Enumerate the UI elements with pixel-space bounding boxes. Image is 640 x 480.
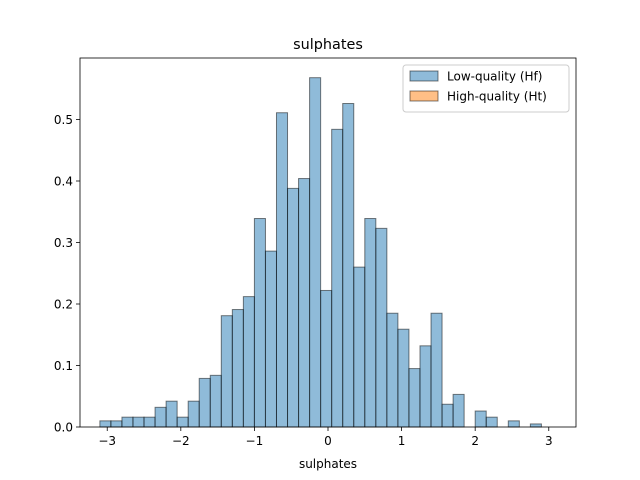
histogram-bar [209, 374, 222, 428]
histogram-bar [386, 312, 399, 428]
x-axis-label: sulphates [299, 457, 357, 471]
y-tick-label: 0.5 [54, 113, 73, 127]
histogram-bar [198, 377, 211, 428]
y-tick-label: 0.4 [54, 175, 73, 189]
legend-frame [402, 64, 570, 113]
histogram-bar [275, 112, 289, 428]
chart-title: sulphates [293, 37, 363, 53]
histogram-bar [507, 420, 520, 428]
x-tick-label: 2 [471, 434, 479, 448]
histogram-bar [187, 400, 200, 428]
x-axis-ticks: −3 −2 −1 0 1 2 3 [98, 427, 553, 448]
legend-label: Low-quality (Hf) [447, 70, 542, 84]
histogram-bar [485, 416, 498, 428]
histogram-bar [253, 218, 266, 428]
histogram-bar [441, 403, 454, 428]
x-tick-label: −1 [246, 434, 264, 448]
histogram-bar [298, 178, 311, 428]
histogram-bar [154, 406, 167, 428]
histogram-bar [287, 187, 300, 428]
histogram-bar [342, 103, 355, 428]
histogram-bar [231, 309, 244, 428]
histogram-bar [121, 416, 134, 428]
histogram-bar [474, 410, 487, 428]
x-tick-label: −2 [172, 434, 190, 448]
legend: Low-quality (Hf) High-quality (Ht) [402, 64, 570, 113]
histogram-bar [132, 416, 145, 428]
histogram-bar [110, 420, 123, 428]
y-tick-label: 0.1 [54, 359, 73, 373]
y-axis-ticks: 0.0 0.1 0.2 0.3 0.4 0.5 [54, 113, 80, 435]
histogram-bar [430, 312, 443, 428]
histogram-bar [242, 296, 255, 428]
histogram-bar [397, 328, 410, 428]
histogram-bar [264, 250, 277, 428]
x-tick-label: 3 [545, 434, 553, 448]
histogram-bar [320, 289, 333, 428]
histogram-bar [529, 423, 542, 428]
histogram-bar [220, 315, 233, 428]
histogram-bar [176, 416, 189, 428]
histogram-bar [331, 128, 344, 428]
histogram-bar [419, 345, 432, 428]
legend-swatch [409, 90, 439, 102]
y-tick-label: 0.0 [54, 421, 73, 435]
histogram-bar [99, 420, 112, 428]
histogram-bar [408, 368, 421, 428]
x-tick-label: −3 [98, 434, 116, 448]
legend-swatch [409, 70, 439, 82]
x-tick-label: 0 [324, 434, 332, 448]
histogram-bar [143, 416, 156, 428]
histogram-bar [353, 266, 366, 428]
plot-area-frame [79, 57, 577, 428]
histogram-bar [165, 400, 178, 428]
y-tick-label: 0.3 [54, 236, 73, 250]
legend-label: High-quality (Ht) [447, 90, 547, 104]
x-tick-label: 1 [398, 434, 406, 448]
histogram-bar [452, 393, 465, 428]
y-tick-label: 0.2 [54, 298, 73, 312]
histogram-bar [375, 227, 388, 428]
histogram-bar [364, 218, 377, 428]
histogram-bar [309, 77, 322, 428]
